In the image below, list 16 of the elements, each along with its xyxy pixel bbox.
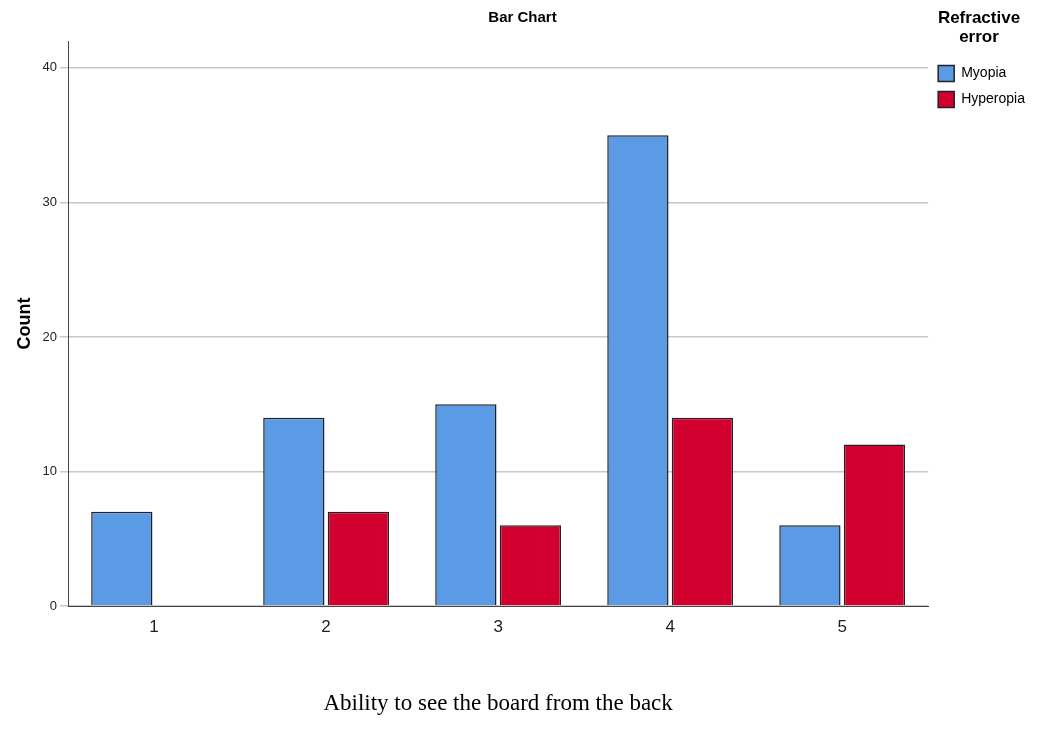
legend-label: Myopia [961, 64, 1007, 81]
x-tick-label: 5 [837, 616, 847, 636]
legend-title: Refractive error [936, 8, 1022, 46]
x-tick-label: 3 [493, 616, 503, 636]
y-axis-title: Count [13, 297, 34, 350]
y-tick-label: 0 [49, 597, 58, 613]
x-tick-label: 2 [321, 616, 331, 636]
legend-label: Hyperopia [961, 90, 1026, 107]
chart-title: Bar Chart [488, 8, 557, 26]
y-tick-label: 20 [42, 328, 58, 344]
y-tick-label: 30 [42, 194, 58, 210]
x-axis-title: Ability to see the board from the back [323, 690, 674, 716]
y-tick-label: 40 [42, 59, 58, 75]
x-tick-label: 4 [665, 616, 675, 636]
x-tick-label: 1 [149, 616, 159, 636]
y-tick-label: 10 [42, 463, 58, 479]
